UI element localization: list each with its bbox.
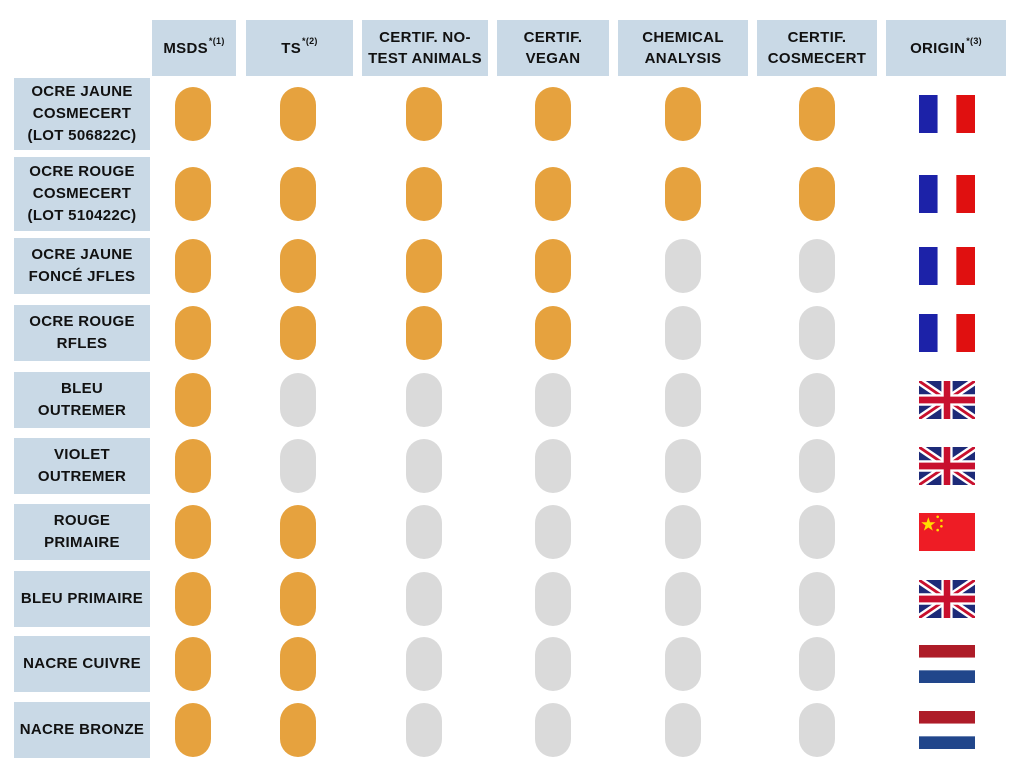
status-available-indicator	[175, 373, 211, 427]
status-unavailable-indicator	[406, 505, 442, 559]
row-label: OCRE JAUNE FONCÉ JFLES	[14, 238, 150, 294]
status-available-indicator	[535, 167, 571, 221]
status-available-indicator	[175, 637, 211, 691]
column-header-vegan: CERTIF. VEGAN	[497, 20, 609, 76]
status-unavailable-indicator	[665, 373, 701, 427]
status-unavailable-indicator	[535, 703, 571, 757]
row-label: VIOLET OUTREMER	[14, 438, 150, 494]
netherlands-flag-icon	[919, 645, 975, 683]
status-available-indicator	[665, 167, 701, 221]
france-flag-icon	[919, 95, 975, 133]
status-unavailable-indicator	[535, 505, 571, 559]
status-unavailable-indicator	[665, 306, 701, 360]
status-unavailable-indicator	[799, 306, 835, 360]
status-unavailable-indicator	[665, 439, 701, 493]
status-available-indicator	[280, 505, 316, 559]
status-unavailable-indicator	[535, 373, 571, 427]
status-unavailable-indicator	[799, 637, 835, 691]
row-label: BLEU OUTREMER	[14, 372, 150, 428]
status-unavailable-indicator	[406, 637, 442, 691]
column-header-label: CERTIF. VEGAN	[523, 29, 583, 67]
row-label: OCRE ROUGE RFLES	[14, 305, 150, 361]
status-available-indicator	[280, 306, 316, 360]
uk-flag-icon	[919, 580, 975, 618]
status-available-indicator	[280, 239, 316, 293]
status-unavailable-indicator	[280, 373, 316, 427]
china-flag-icon	[919, 513, 975, 551]
row-label: BLEU PRIMAIRE	[14, 571, 150, 627]
status-unavailable-indicator	[799, 703, 835, 757]
status-unavailable-indicator	[665, 637, 701, 691]
status-unavailable-indicator	[799, 505, 835, 559]
status-available-indicator	[280, 167, 316, 221]
status-available-indicator	[406, 239, 442, 293]
row-label: OCRE ROUGE COSMECERT (LOT 510422C)	[14, 157, 150, 231]
status-unavailable-indicator	[535, 439, 571, 493]
status-unavailable-indicator	[406, 439, 442, 493]
status-unavailable-indicator	[665, 572, 701, 626]
status-available-indicator	[799, 167, 835, 221]
column-header-label: TS	[281, 39, 302, 57]
status-available-indicator	[406, 306, 442, 360]
uk-flag-icon	[919, 447, 975, 485]
row-label: ROUGE PRIMAIRE	[14, 504, 150, 560]
france-flag-icon	[919, 314, 975, 352]
status-available-indicator	[280, 637, 316, 691]
column-header-msds: MSDS *(1)	[152, 20, 236, 76]
column-header-chemical-analysis: CHEMICAL ANALYSIS	[618, 20, 748, 76]
status-available-indicator	[175, 306, 211, 360]
row-label: NACRE BRONZE	[14, 702, 150, 758]
uk-flag-icon	[919, 381, 975, 419]
status-unavailable-indicator	[665, 703, 701, 757]
status-available-indicator	[665, 87, 701, 141]
column-header-note: *(1)	[208, 35, 225, 46]
status-available-indicator	[175, 239, 211, 293]
column-header-origin: ORIGIN *(3)	[886, 20, 1006, 76]
column-header-label: CERTIF. COSMECERT	[767, 29, 867, 67]
status-unavailable-indicator	[280, 439, 316, 493]
column-header-cosmecert: CERTIF. COSMECERT	[757, 20, 877, 76]
status-unavailable-indicator	[665, 505, 701, 559]
france-flag-icon	[919, 175, 975, 213]
status-available-indicator	[175, 703, 211, 757]
status-unavailable-indicator	[535, 637, 571, 691]
status-available-indicator	[280, 87, 316, 141]
status-unavailable-indicator	[799, 572, 835, 626]
status-unavailable-indicator	[406, 373, 442, 427]
column-header-label: MSDS	[163, 39, 208, 57]
column-header-no-test-animals: CERTIF. NO-TEST ANIMALS	[362, 20, 488, 76]
status-available-indicator	[535, 87, 571, 141]
status-available-indicator	[535, 306, 571, 360]
status-available-indicator	[175, 167, 211, 221]
status-unavailable-indicator	[799, 373, 835, 427]
status-available-indicator	[280, 572, 316, 626]
row-label: OCRE JAUNE COSMECERT (LOT 506822C)	[14, 78, 150, 150]
status-available-indicator	[175, 87, 211, 141]
column-header-note: *(2)	[302, 35, 318, 46]
status-available-indicator	[406, 167, 442, 221]
column-header-note: *(3)	[966, 35, 982, 46]
status-unavailable-indicator	[406, 572, 442, 626]
row-label: NACRE CUIVRE	[14, 636, 150, 692]
status-unavailable-indicator	[406, 703, 442, 757]
column-header-label: ORIGIN	[910, 39, 966, 57]
column-header-label: CERTIF. NO-TEST ANIMALS	[368, 29, 482, 67]
status-available-indicator	[406, 87, 442, 141]
status-available-indicator	[175, 439, 211, 493]
netherlands-flag-icon	[919, 711, 975, 749]
status-available-indicator	[799, 87, 835, 141]
status-unavailable-indicator	[665, 239, 701, 293]
status-available-indicator	[175, 505, 211, 559]
status-unavailable-indicator	[799, 239, 835, 293]
column-header-label: CHEMICAL ANALYSIS	[642, 29, 724, 67]
status-unavailable-indicator	[535, 572, 571, 626]
status-available-indicator	[175, 572, 211, 626]
france-flag-icon	[919, 247, 975, 285]
status-unavailable-indicator	[799, 439, 835, 493]
status-available-indicator	[535, 239, 571, 293]
status-available-indicator	[280, 703, 316, 757]
column-header-ts: TS *(2)	[246, 20, 353, 76]
